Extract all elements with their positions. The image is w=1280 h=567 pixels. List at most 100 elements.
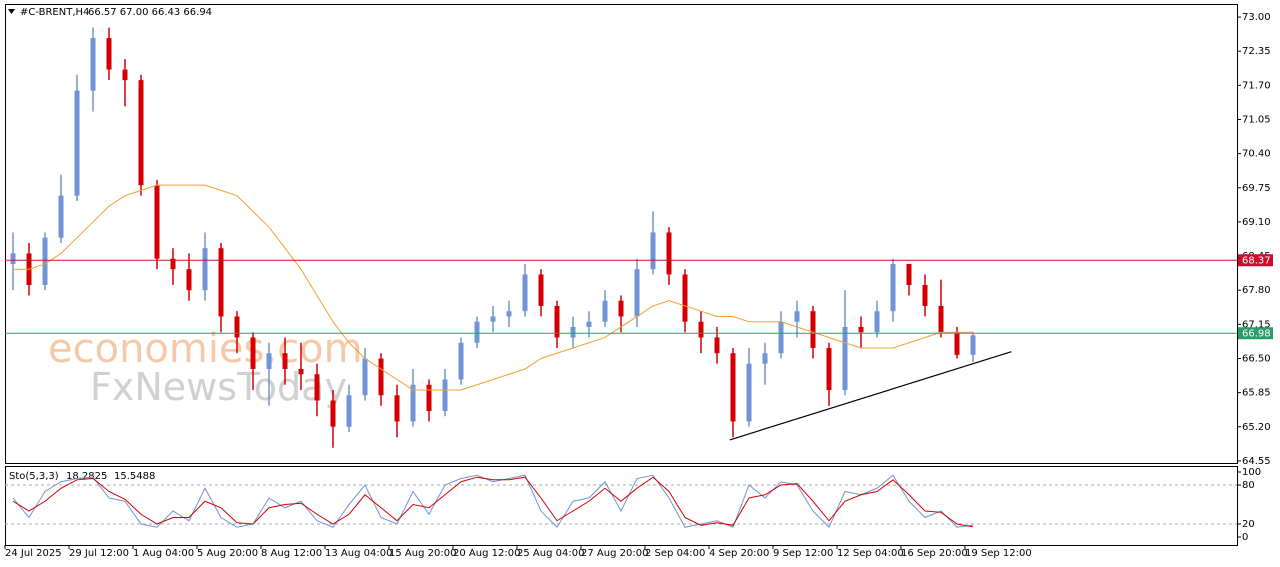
candle-body <box>922 284 928 306</box>
y-tick-label: 71.70 <box>1242 80 1271 91</box>
candle-body <box>410 384 416 422</box>
candle-body <box>602 300 608 322</box>
candle-body <box>234 316 240 338</box>
y-tick-label: 69.75 <box>1242 183 1271 194</box>
x-tick-label: 9 Sep 12:00 <box>773 548 833 559</box>
candle-body <box>746 363 752 422</box>
y-tick-label: 70.40 <box>1242 149 1271 160</box>
candle-body <box>762 353 768 364</box>
candle-body <box>458 342 464 380</box>
stoch-title: Sto(5,3,3) <box>9 471 59 482</box>
candle-body <box>954 332 960 355</box>
x-tick-label: 13 Aug 04:00 <box>325 548 392 559</box>
price-level-box <box>1238 327 1273 340</box>
candle-body <box>442 379 448 412</box>
candle-body <box>394 395 400 422</box>
symbol: #C-BRENT,H4 <box>20 7 89 18</box>
candle-body <box>202 248 208 291</box>
candle-body <box>794 311 800 322</box>
candle-body <box>474 321 480 343</box>
x-tick-label: 15 Aug 20:00 <box>389 548 456 559</box>
candle-body <box>490 316 496 322</box>
candle-body <box>522 274 528 312</box>
candle-body <box>170 258 176 270</box>
x-tick-label: 25 Aug 04:00 <box>517 548 584 559</box>
candle-body <box>122 69 128 81</box>
x-tick-label: 27 Aug 20:00 <box>581 548 648 559</box>
y-tick-label: 100 <box>1242 467 1261 478</box>
candle-body <box>218 248 224 317</box>
candle-body <box>426 384 432 412</box>
candle-body <box>730 353 736 422</box>
y-tick-label: 64.55 <box>1242 456 1271 467</box>
x-tick-label: 2 Sep 04:00 <box>645 548 705 559</box>
candle-body <box>618 300 624 317</box>
y-tick-label: 71.05 <box>1242 115 1271 126</box>
x-tick-label: 12 Sep 04:00 <box>837 548 904 559</box>
y-tick-label: 0 <box>1242 532 1248 543</box>
candle-body <box>90 38 96 91</box>
candle-body <box>682 274 688 322</box>
candle-body <box>378 358 384 396</box>
candle-body <box>778 321 784 354</box>
candle-body <box>362 358 368 396</box>
candle-body <box>874 311 880 333</box>
moving-average <box>13 184 973 391</box>
candle-body <box>266 353 272 369</box>
candle-body <box>890 263 896 312</box>
y-tick-label: 72.35 <box>1242 46 1271 57</box>
y-tick-label: 67.15 <box>1242 319 1271 330</box>
candle-body <box>538 274 544 306</box>
price-level-label: 66.98 <box>1242 328 1271 339</box>
watermark: FxNewsToday <box>90 365 347 409</box>
candle-body <box>906 263 912 285</box>
candle-body <box>826 347 832 390</box>
candle-body <box>106 38 112 70</box>
candle-body <box>666 232 672 275</box>
y-tick-label: 66.50 <box>1242 353 1271 364</box>
y-tick-label: 80 <box>1242 480 1255 491</box>
x-tick-label: 29 Jul 12:00 <box>69 548 129 559</box>
stoch-main-value: 18.2825 <box>66 471 107 482</box>
x-tick-label: 4 Sep 20:00 <box>709 548 769 559</box>
candle-body <box>842 326 848 390</box>
quote: 66.57 67.00 66.43 66.94 <box>88 7 212 18</box>
price-level-label: 68.37 <box>1242 255 1271 266</box>
stoch-frame <box>5 466 1238 546</box>
x-tick-label: 5 Aug 20:00 <box>197 548 258 559</box>
stoch-line <box>12 476 974 528</box>
stoch-line <box>12 474 974 529</box>
stoch-signal-value: 15.5488 <box>114 471 155 482</box>
candle-body <box>10 253 16 264</box>
candle-body <box>250 337 256 369</box>
candle-body <box>634 269 640 317</box>
candle-body <box>282 353 288 369</box>
x-tick-label: 1 Aug 04:00 <box>133 548 194 559</box>
candle-body <box>970 335 976 355</box>
y-tick-label: 67.80 <box>1242 285 1271 296</box>
candle-body <box>586 321 592 327</box>
candle-body <box>938 305 944 333</box>
candle-body <box>314 374 320 401</box>
candle-body <box>698 321 704 338</box>
candle-body <box>186 269 192 291</box>
candle-body <box>506 311 512 317</box>
candle-body <box>570 326 576 338</box>
candle-body <box>810 311 816 348</box>
candle-body <box>154 185 160 259</box>
candle-body <box>714 337 720 354</box>
candle-body <box>42 237 48 285</box>
y-tick-label: 65.85 <box>1242 388 1271 399</box>
candle-body <box>330 400 336 427</box>
menu-arrow <box>8 9 15 14</box>
y-tick-label: 73.00 <box>1242 12 1271 23</box>
trendline <box>729 351 1012 441</box>
x-tick-label: 24 Jul 2025 <box>5 548 62 559</box>
y-tick-label: 65.20 <box>1242 422 1271 433</box>
candle-body <box>858 326 864 333</box>
candle-body <box>650 232 656 270</box>
candle-body <box>346 395 352 427</box>
